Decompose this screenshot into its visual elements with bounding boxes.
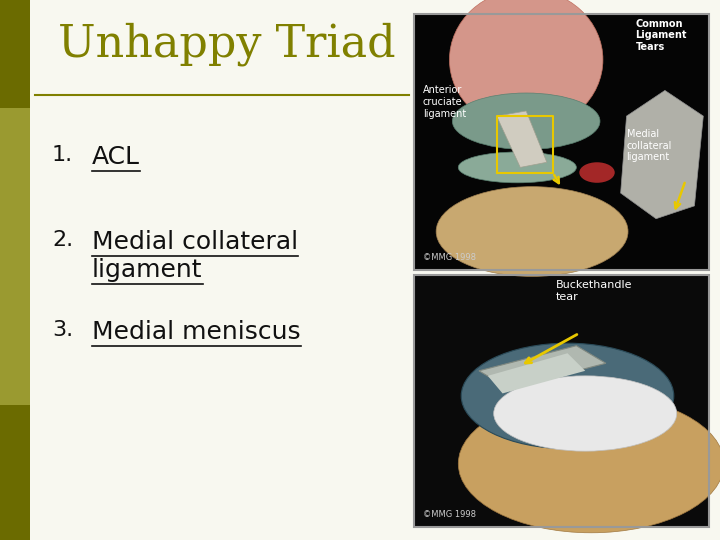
Text: Buckethandle
tear: Buckethandle tear: [556, 280, 632, 302]
Text: ©MMG 1998: ©MMG 1998: [423, 253, 476, 262]
Polygon shape: [479, 346, 606, 388]
Bar: [414, 275, 709, 526]
Text: Unhappy Triad: Unhappy Triad: [58, 22, 395, 66]
Text: Medial collateral: Medial collateral: [92, 230, 298, 254]
Ellipse shape: [458, 395, 720, 533]
Ellipse shape: [458, 152, 576, 183]
Ellipse shape: [436, 187, 628, 276]
Text: Anterior
cruciate
ligament: Anterior cruciate ligament: [423, 85, 466, 118]
Bar: [0, 108, 30, 405]
Ellipse shape: [462, 343, 674, 449]
Polygon shape: [497, 111, 547, 167]
Text: 2.: 2.: [52, 230, 73, 250]
Ellipse shape: [494, 376, 677, 451]
Text: Common
Ligament
Tears: Common Ligament Tears: [636, 18, 687, 52]
Polygon shape: [621, 91, 703, 219]
Text: ligament: ligament: [92, 258, 202, 282]
Bar: [414, 14, 709, 270]
Bar: [414, 14, 709, 270]
Ellipse shape: [452, 93, 600, 150]
Text: Medial meniscus: Medial meniscus: [92, 320, 301, 344]
Text: Medial
collateral
ligament: Medial collateral ligament: [626, 129, 672, 162]
Text: 1.: 1.: [52, 145, 73, 165]
Bar: [0, 0, 30, 540]
Text: ©MMG 1998: ©MMG 1998: [423, 510, 476, 519]
Polygon shape: [488, 353, 585, 394]
Bar: [414, 275, 709, 526]
Ellipse shape: [580, 162, 615, 183]
Ellipse shape: [449, 0, 603, 130]
Text: 3.: 3.: [52, 320, 73, 340]
Text: ACL: ACL: [92, 145, 140, 169]
